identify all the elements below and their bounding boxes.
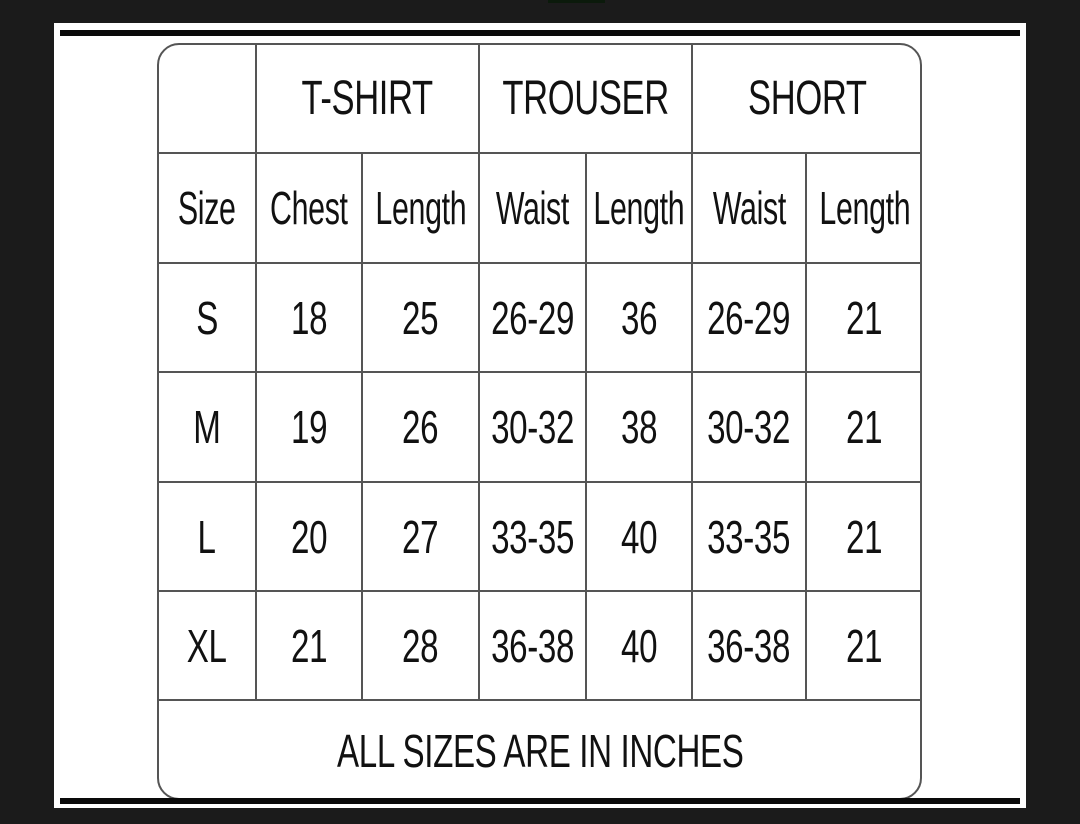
column-header-text: Waist <box>712 182 786 234</box>
top-indicator <box>548 0 605 3</box>
table-cell: L <box>159 483 257 592</box>
table-cell: 26-29 <box>480 264 587 373</box>
table-cell: 26 <box>363 373 480 483</box>
table-cell-text: 36-38 <box>707 619 791 672</box>
table-cell-text: 21 <box>846 510 883 563</box>
table-cell-text: 27 <box>402 510 439 563</box>
column-header-text: Size <box>178 182 236 234</box>
empty-corner-cell <box>159 45 257 154</box>
size-chart-table: T-SHIRT TROUSER SHORT Size Chest Length Wai… <box>157 43 922 800</box>
column-header: Size <box>159 154 257 264</box>
table-cell-text: 40 <box>620 619 658 672</box>
table-cell-text: 21 <box>846 619 883 672</box>
footer-note: ALL SIZES ARE IN INCHES <box>159 701 920 798</box>
table-cell-text: 26-29 <box>491 291 574 344</box>
table-cell-text: L <box>197 510 217 563</box>
table-cell: 20 <box>257 483 363 592</box>
column-header: Length <box>363 154 480 264</box>
group-header-short: SHORT <box>693 45 920 154</box>
table-cell-text: 40 <box>620 510 658 563</box>
column-header: Length <box>587 154 693 264</box>
table-cell-text: 26 <box>402 401 439 453</box>
table-cell-text: 33-35 <box>491 510 574 563</box>
table-cell-text: 21 <box>846 401 883 453</box>
column-header-text: Length <box>819 182 910 234</box>
table-cell-text: 20 <box>290 510 328 563</box>
table-cell-text: 36-38 <box>491 619 574 672</box>
column-header-text: Length <box>375 182 466 234</box>
table-cell-text: 33-35 <box>707 510 791 563</box>
table-cell: 28 <box>363 592 480 701</box>
table-cell-text: 21 <box>846 291 883 344</box>
group-header-trouser: TROUSER <box>480 45 693 154</box>
table-cell: 40 <box>587 592 693 701</box>
image-viewer: T-SHIRT TROUSER SHORT Size Chest Length Wai… <box>54 23 1026 808</box>
column-header-text: Length <box>593 182 685 234</box>
group-header-tshirt: T-SHIRT <box>257 45 480 154</box>
table-cell: 30-32 <box>480 373 587 483</box>
table-cell-text: 38 <box>620 401 658 453</box>
footer-note-text: ALL SIZES ARE IN INCHES <box>337 724 744 777</box>
table-cell: 30-32 <box>693 373 807 483</box>
table-cell: S <box>159 264 257 373</box>
table-cell: 25 <box>363 264 480 373</box>
table-cell: 21 <box>807 264 920 373</box>
table-cell-text: 30-32 <box>491 401 574 453</box>
table-cell: 36 <box>587 264 693 373</box>
column-header-text: Waist <box>495 182 570 234</box>
table-cell-text: 26-29 <box>707 291 791 344</box>
table-cell: M <box>159 373 257 483</box>
table-cell: 19 <box>257 373 363 483</box>
table-cell-text: XL <box>187 619 227 672</box>
table-cell: 36-38 <box>693 592 807 701</box>
table-cell: 33-35 <box>693 483 807 592</box>
bottom-border-bar <box>60 798 1020 804</box>
table-cell: 36-38 <box>480 592 587 701</box>
table-cell: 33-35 <box>480 483 587 592</box>
table-cell-text: 25 <box>402 291 439 344</box>
column-header: Length <box>807 154 920 264</box>
column-header: Waist <box>693 154 807 264</box>
table-cell-text: 21 <box>290 619 328 672</box>
table-cell-text: 30-32 <box>707 401 791 453</box>
table-cell: 21 <box>807 373 920 483</box>
table-cell-text: 18 <box>290 291 328 344</box>
table-cell: 38 <box>587 373 693 483</box>
table-cell: XL <box>159 592 257 701</box>
table-cell: 21 <box>807 483 920 592</box>
column-header: Chest <box>257 154 363 264</box>
table-cell: 26-29 <box>693 264 807 373</box>
table-cell-text: S <box>196 291 218 344</box>
table-cell: 21 <box>257 592 363 701</box>
table-cell: 21 <box>807 592 920 701</box>
table-cell: 18 <box>257 264 363 373</box>
table-cell-text: 19 <box>290 401 328 453</box>
column-header-text: Chest <box>270 182 348 234</box>
table-cell-text: M <box>193 401 221 453</box>
column-header: Waist <box>480 154 587 264</box>
table-cell-text: 36 <box>620 291 658 344</box>
table-cell: 40 <box>587 483 693 592</box>
table-cell: 27 <box>363 483 480 592</box>
table-cell-text: 28 <box>402 619 439 672</box>
top-border-bar <box>60 30 1020 36</box>
